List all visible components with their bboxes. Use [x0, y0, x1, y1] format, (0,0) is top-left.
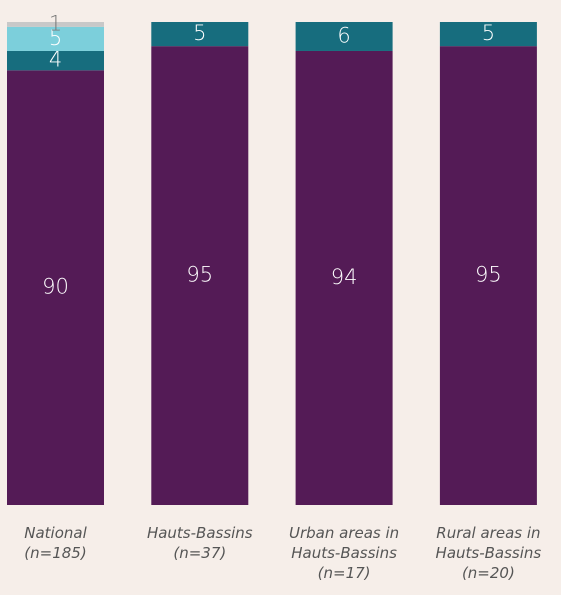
x-tick-label-line: Rural areas in [436, 524, 540, 542]
data-label: 95 [186, 263, 213, 287]
x-tick-label-line: (n=20) [462, 564, 515, 582]
bar-segment [439, 46, 537, 506]
bar-segment [7, 70, 104, 506]
x-tick-label-line: National [24, 524, 87, 542]
data-label: 5 [193, 21, 206, 45]
data-label: 1 [49, 11, 62, 35]
bar-segment [151, 22, 249, 47]
data-label: 4 [49, 48, 62, 72]
x-tick-label: Rural areas in Hauts-Bassins (n=20) [436, 524, 542, 582]
x-tick-label-line: (n=37) [173, 544, 226, 562]
x-tick-label-line: Hauts-Bassins [291, 544, 397, 562]
bar-segment [439, 22, 537, 47]
data-label: 90 [42, 275, 69, 299]
x-tick-label: Urban areas in Hauts-Bassins (n=17) [289, 524, 399, 582]
bar-segment [295, 22, 393, 51]
data-label: 5 [49, 26, 62, 50]
data-label: 95 [475, 263, 502, 287]
bar-segment [151, 46, 249, 506]
bar-segment [7, 26, 104, 51]
bar-segment [7, 22, 104, 27]
x-tick-label-line: Hauts-Bassins [436, 544, 542, 562]
bar-segment [295, 50, 393, 505]
x-tick-label: National (n=185) [24, 524, 87, 562]
x-tick-label-line: (n=17) [318, 564, 371, 582]
data-label: 94 [331, 265, 358, 289]
x-tick-label-line: Urban areas in [289, 524, 399, 542]
data-label: 5 [482, 21, 495, 45]
x-tick-label: Hauts-Bassins (n=37) [147, 524, 253, 562]
x-tick-label-line: Hauts-Bassins [147, 524, 253, 542]
x-tick-label-line: (n=185) [24, 544, 86, 562]
bar-segment [7, 50, 104, 71]
data-label: 6 [337, 23, 350, 47]
